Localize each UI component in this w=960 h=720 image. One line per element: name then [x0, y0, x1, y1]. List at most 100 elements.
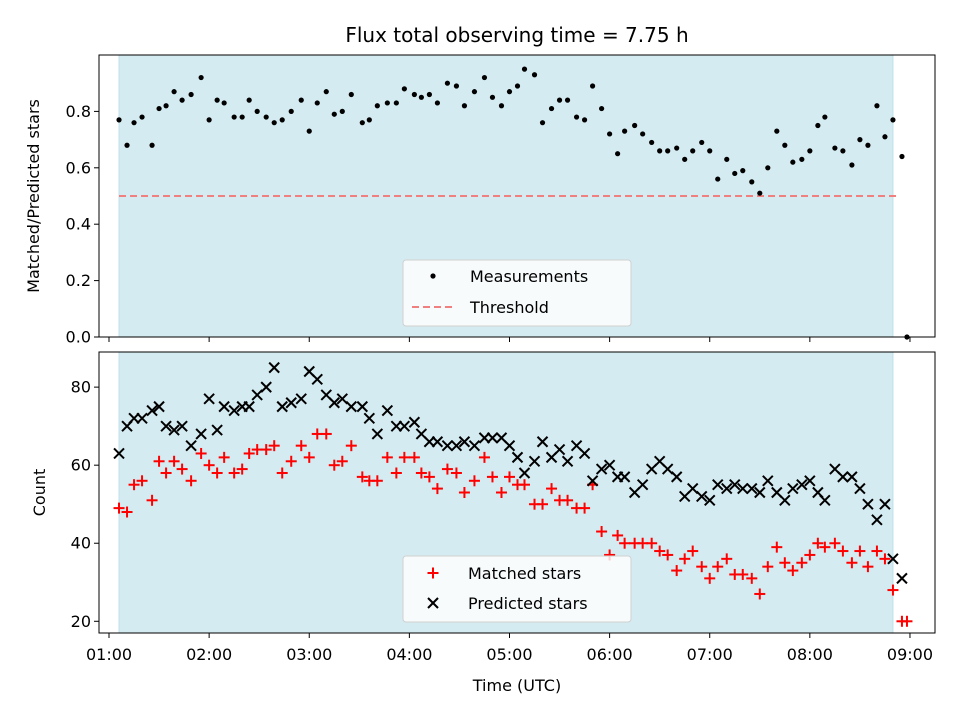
- measurement-point: [348, 91, 354, 98]
- matched-star-point: [819, 541, 831, 553]
- measurement-point: [539, 120, 546, 126]
- measurement-point: [599, 105, 605, 112]
- predicted-star-point: [618, 471, 631, 483]
- matched-star-point: [441, 463, 453, 475]
- bottom-y-tick-label: 40: [71, 534, 91, 553]
- matched-star-point: [687, 545, 699, 557]
- predicted-star-point: [837, 471, 849, 483]
- matched-star-point: [218, 451, 230, 463]
- matched-star-point: [211, 467, 223, 479]
- matched-star-point: [537, 498, 549, 510]
- matched-star-point: [320, 428, 332, 440]
- predicted-star-point: [603, 459, 616, 471]
- matched-star-point: [121, 506, 133, 518]
- measurement-point: [799, 156, 805, 162]
- predicted-star-point: [779, 494, 791, 507]
- matched-star-point: [478, 451, 490, 463]
- measurement-point: [649, 139, 655, 146]
- matched-star-point: [654, 545, 666, 557]
- predicted-star-point: [670, 471, 683, 483]
- predicted-star-point: [211, 424, 223, 436]
- matched-star-point: [168, 455, 180, 467]
- predicted-star-point: [260, 381, 272, 393]
- predicted-star-point: [528, 455, 541, 467]
- bottom-x-tick-label: 01:00: [86, 645, 132, 664]
- matched-star-point: [431, 483, 443, 495]
- measurement-point: [306, 128, 312, 134]
- top-y-tick-label: 0.8: [66, 102, 91, 121]
- measurement-point: [774, 128, 780, 134]
- matched-star-point: [779, 557, 791, 569]
- measurement-point: [657, 148, 663, 154]
- measurement-point: [514, 83, 521, 89]
- predicted-star-point: [371, 428, 384, 440]
- measurement-point: [857, 137, 863, 143]
- measurement-point: [581, 117, 588, 123]
- matched-star-point: [721, 553, 733, 565]
- measurement-point: [548, 105, 555, 112]
- predicted-star-point: [854, 482, 866, 495]
- chart-title: Flux total observing time = 7.75 h: [345, 23, 688, 47]
- matched-star-point: [546, 483, 558, 495]
- predicted-star-point: [879, 498, 891, 510]
- predicted-star-point: [595, 463, 608, 475]
- bottom-x-tick-label: 07:00: [687, 645, 733, 664]
- predicted-star-point: [345, 400, 358, 413]
- top-axes-frame: [98, 54, 936, 338]
- measurement-point: [782, 142, 788, 148]
- predicted-star-point: [285, 397, 297, 409]
- predicted-star-point: [887, 553, 899, 565]
- bottom-y-tick-label: 60: [71, 456, 91, 475]
- measurement-point: [556, 97, 563, 103]
- predicted-star-point: [804, 475, 816, 487]
- measurement-point: [179, 97, 185, 103]
- measurement-point: [171, 89, 177, 95]
- bottom-y-tick-label: 20: [71, 612, 91, 631]
- bottom-x-tick-label: 04:00: [386, 645, 432, 664]
- matched-star-point: [113, 502, 125, 514]
- measurement-point: [246, 97, 252, 103]
- matched-star-point: [879, 553, 891, 565]
- measurement-point: [715, 176, 721, 182]
- bottom-x-tick-label: 09:00: [887, 645, 933, 664]
- top-y-axis-label: Matched/Predicted stars: [24, 99, 43, 293]
- legend-matched-marker: [427, 567, 439, 579]
- predicted-star-point: [381, 404, 394, 417]
- measurement-point: [622, 128, 628, 134]
- matched-star-point: [381, 451, 393, 463]
- predicted-star-point: [762, 475, 774, 487]
- predicted-star-point: [862, 498, 874, 510]
- matched-star-point: [128, 479, 140, 491]
- matched-star-point: [596, 526, 608, 538]
- predicted-star-point: [336, 393, 348, 405]
- measurement-point: [740, 168, 746, 174]
- measurement-point: [384, 100, 390, 106]
- predicted-star-point: [295, 393, 307, 405]
- predicted-star-point: [243, 400, 255, 413]
- measurement-point: [156, 105, 162, 112]
- measurement-point: [426, 91, 432, 98]
- predicted-star-point: [737, 482, 749, 495]
- measurement-point: [116, 117, 122, 123]
- matched-star-point: [854, 545, 866, 557]
- measurement-point: [707, 148, 713, 154]
- measurement-point: [531, 72, 538, 78]
- measurement-point: [573, 114, 580, 120]
- predicted-star-point: [561, 455, 574, 467]
- measurement-point: [690, 148, 696, 154]
- measurement-point: [366, 117, 372, 123]
- measurement-point: [665, 148, 671, 154]
- matched-star-point: [746, 572, 758, 584]
- bottom-x-tick-label: 05:00: [486, 645, 532, 664]
- matched-star-point: [612, 529, 624, 541]
- top-legend-box: [402, 259, 632, 327]
- matched-star-point: [812, 537, 824, 549]
- bottom-axes-frame: [98, 351, 936, 634]
- matched-star-point: [146, 494, 158, 506]
- predicted-star-point: [363, 412, 376, 425]
- legend-matched-marker-glyph: [427, 567, 439, 579]
- measurement-point: [461, 103, 468, 109]
- legend-predicted-marker: [427, 597, 439, 609]
- matched-star-point: [345, 440, 357, 452]
